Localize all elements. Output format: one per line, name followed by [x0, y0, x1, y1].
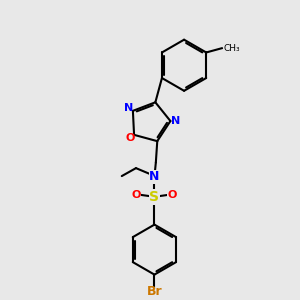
Text: N: N: [124, 103, 133, 113]
Text: N: N: [171, 116, 180, 126]
Text: CH₃: CH₃: [223, 44, 240, 53]
Text: S: S: [149, 190, 159, 204]
Text: O: O: [132, 190, 141, 200]
Text: N: N: [149, 170, 160, 183]
Text: O: O: [125, 133, 135, 143]
Text: Br: Br: [147, 285, 162, 298]
Text: O: O: [168, 190, 177, 200]
